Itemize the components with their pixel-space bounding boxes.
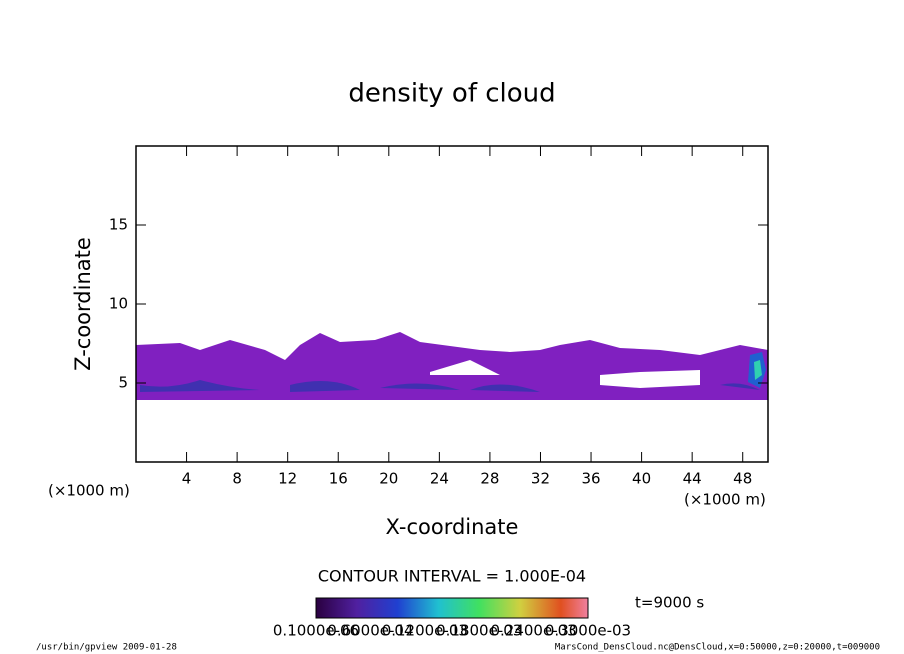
- colorbar-label: 0.1200e-03: [382, 622, 468, 640]
- y-tick-label: 10: [109, 295, 128, 313]
- colorbar-label: 0.1800e-03: [436, 622, 522, 640]
- contour-interval: CONTOUR INTERVAL = 1.000E-04: [318, 567, 586, 586]
- chart-title: density of cloud: [348, 79, 555, 109]
- x-tick-label: 12: [278, 470, 297, 488]
- plot-frame: [135, 145, 769, 463]
- x-tick-label: 4: [182, 470, 192, 488]
- colorbar: [315, 597, 589, 619]
- footer-left: /usr/bin/gpview 2009-01-28: [36, 643, 177, 653]
- y-axis-label: Z-coordinate: [71, 237, 95, 371]
- x-tick-label: 32: [531, 470, 550, 488]
- cloud-field: [136, 332, 768, 400]
- colorbar-label: 0.1000e-06: [273, 622, 359, 640]
- x-tick-label: 28: [480, 470, 499, 488]
- x-axis-label: X-coordinate: [386, 515, 519, 539]
- x-tick-label: 20: [379, 470, 398, 488]
- colorbar-label: 0.6000e-04: [327, 622, 413, 640]
- colorbar-label: 0.3000e-03: [545, 622, 631, 640]
- x-tick-label: 36: [581, 470, 600, 488]
- colorbar-label: 0.2400e-03: [490, 622, 576, 640]
- x-unit: (×1000 m): [48, 482, 130, 500]
- x-tick-label: 44: [683, 470, 702, 488]
- x-unit: (×1000 m): [684, 491, 766, 509]
- time-label: t=9000 s: [635, 594, 704, 612]
- y-tick-label: 15: [109, 216, 128, 234]
- x-tick-label: 8: [232, 470, 242, 488]
- x-tick-label: 48: [733, 470, 752, 488]
- x-tick-label: 24: [430, 470, 449, 488]
- y-tick-label: 5: [118, 374, 128, 392]
- x-tick-label: 40: [632, 470, 651, 488]
- x-tick-label: 16: [329, 470, 348, 488]
- footer-right: MarsCond_DensCloud.nc@DensCloud,x=0:5000…: [555, 643, 880, 653]
